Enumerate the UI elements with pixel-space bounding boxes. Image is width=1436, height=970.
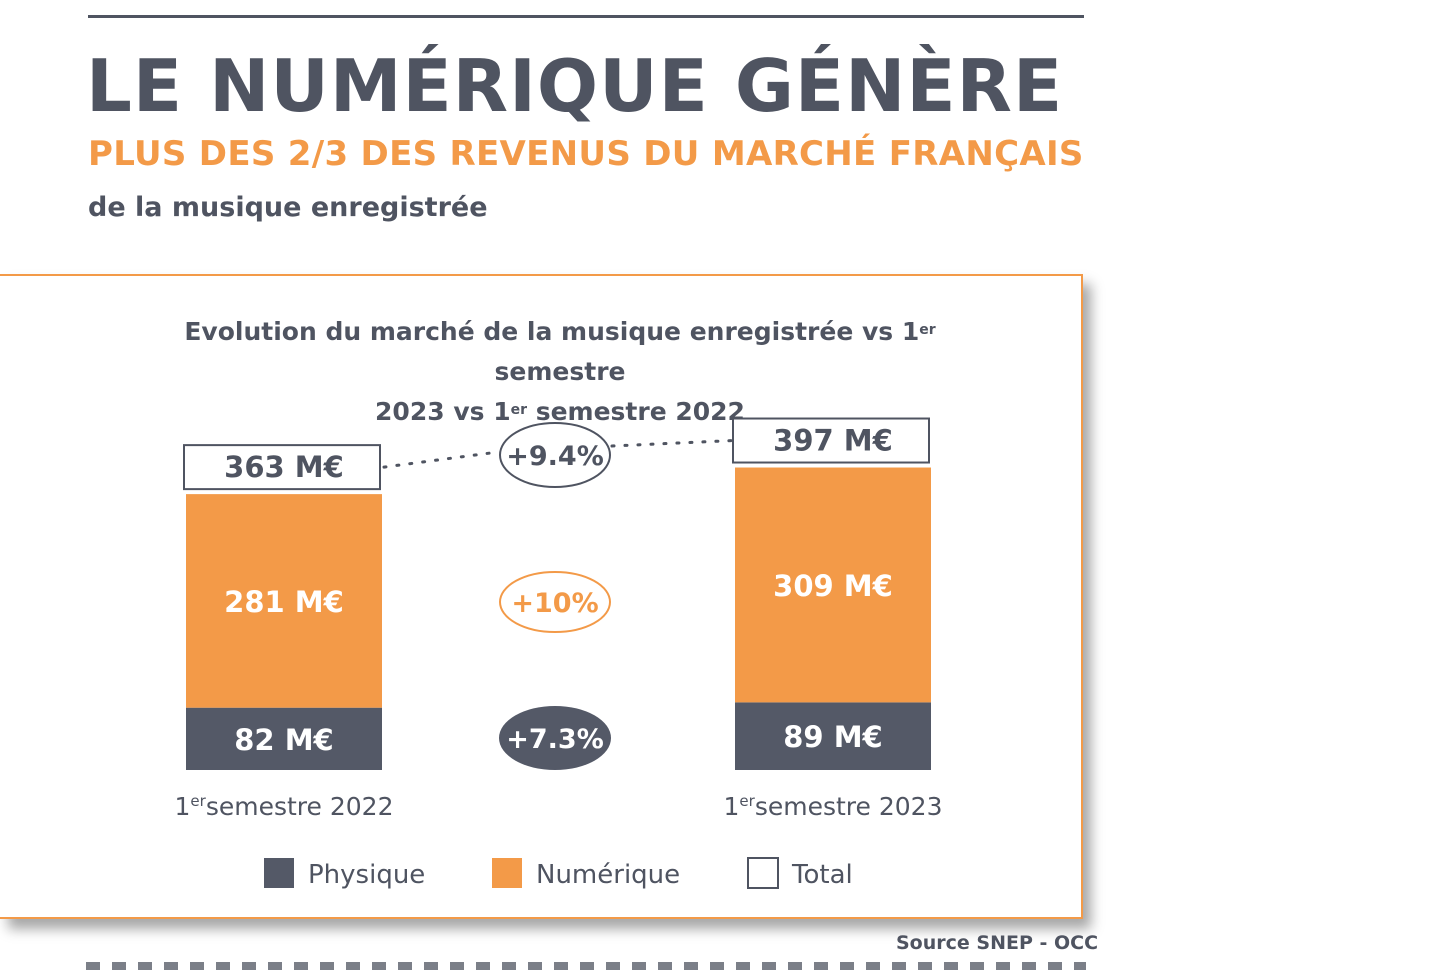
bar-physique bbox=[186, 707, 382, 770]
legend-label-physique: Physique bbox=[308, 860, 425, 890]
legend-swatch-total bbox=[747, 857, 779, 889]
data-label-physique: 89 M€ bbox=[783, 720, 883, 754]
top-rule bbox=[88, 15, 1084, 18]
data-label-numerique: 281 M€ bbox=[224, 585, 344, 619]
page-tagline: de la musique enregistrée bbox=[88, 192, 488, 223]
chart-title-line-1: Evolution du marché de la musique enregi… bbox=[184, 317, 936, 386]
category-label: 1ersemestre 2022 bbox=[175, 792, 394, 821]
total-box bbox=[183, 444, 381, 491]
source-note: Source SNEP - OCC bbox=[896, 932, 1099, 954]
chart-title-line-2: 2023 vs 1er semestre 2022 bbox=[375, 397, 745, 426]
data-label-total: 363 M€ bbox=[224, 450, 344, 484]
cut-off-text-line bbox=[86, 962, 1086, 970]
data-label-total: 397 M€ bbox=[773, 424, 893, 458]
legend-swatch-numerique bbox=[492, 858, 522, 888]
growth-label-physique: +7.3% bbox=[506, 724, 604, 755]
bar-numerique bbox=[735, 467, 931, 703]
growth-bubble-numerique bbox=[499, 571, 611, 633]
page-title: LE NUMÉRIQUE GÉNÈRE bbox=[86, 44, 1064, 128]
data-label-physique: 82 M€ bbox=[234, 723, 334, 757]
legend-label-total: Total bbox=[791, 860, 853, 890]
bar-physique bbox=[735, 702, 931, 770]
legend-label-numerique: Numérique bbox=[536, 860, 680, 890]
growth-bubble-physique bbox=[499, 706, 611, 770]
growth-label-total: +9.4% bbox=[506, 441, 604, 472]
page-subtitle: PLUS DES 2/3 DES REVENUS DU MARCHÉ FRANÇ… bbox=[88, 134, 1084, 174]
growth-bubble-total bbox=[499, 422, 611, 488]
chart-title: Evolution du marché de la musique enregi… bbox=[120, 312, 1000, 432]
connector-dots-left bbox=[382, 450, 500, 469]
legend-swatch-physique bbox=[264, 858, 294, 888]
growth-label-numerique: +10% bbox=[511, 588, 598, 619]
data-label-numerique: 309 M€ bbox=[773, 569, 893, 603]
total-box bbox=[732, 417, 930, 464]
bar-numerique bbox=[186, 494, 382, 708]
category-label: 1ersemestre 2023 bbox=[724, 792, 943, 821]
connector-dots-right bbox=[610, 439, 735, 448]
